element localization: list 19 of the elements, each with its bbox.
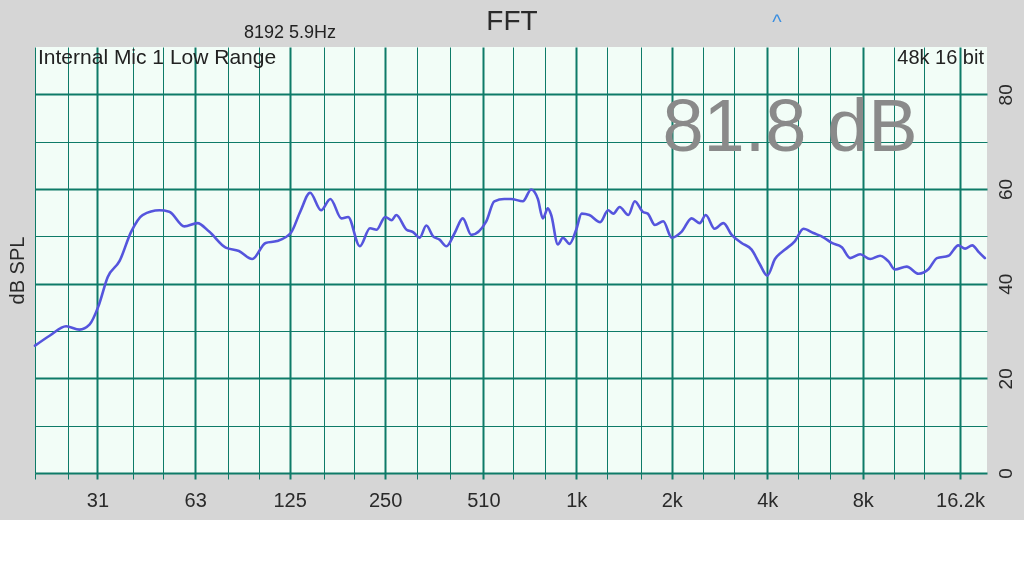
text: ^ xyxy=(772,11,783,33)
x-tick-label: 2k xyxy=(661,488,684,511)
x-tick-label: 1k xyxy=(566,488,589,511)
x-tick-label: 125 xyxy=(273,488,307,511)
y-tick-label: 60 xyxy=(994,178,1016,201)
x-tick-label: 510 xyxy=(467,488,501,511)
x-tick-label: 4k xyxy=(757,488,780,511)
y-tick-label: 40 xyxy=(994,273,1016,295)
y-axis-title: dB SPL xyxy=(5,236,28,305)
y-tick-label: 80 xyxy=(994,84,1016,106)
y-tick-label: 0 xyxy=(994,468,1016,479)
x-tick-label: 16.2k xyxy=(936,488,986,511)
chart-title: FFT xyxy=(486,5,538,36)
x-tick-label: 63 xyxy=(184,488,207,511)
x-tick-label: 8k xyxy=(852,488,875,511)
y-tick-label: 20 xyxy=(994,368,1016,390)
x-tick-label: 31 xyxy=(86,488,110,511)
text: 8192 5.9Hz xyxy=(243,22,337,42)
x-tick-label: 250 xyxy=(368,488,403,511)
